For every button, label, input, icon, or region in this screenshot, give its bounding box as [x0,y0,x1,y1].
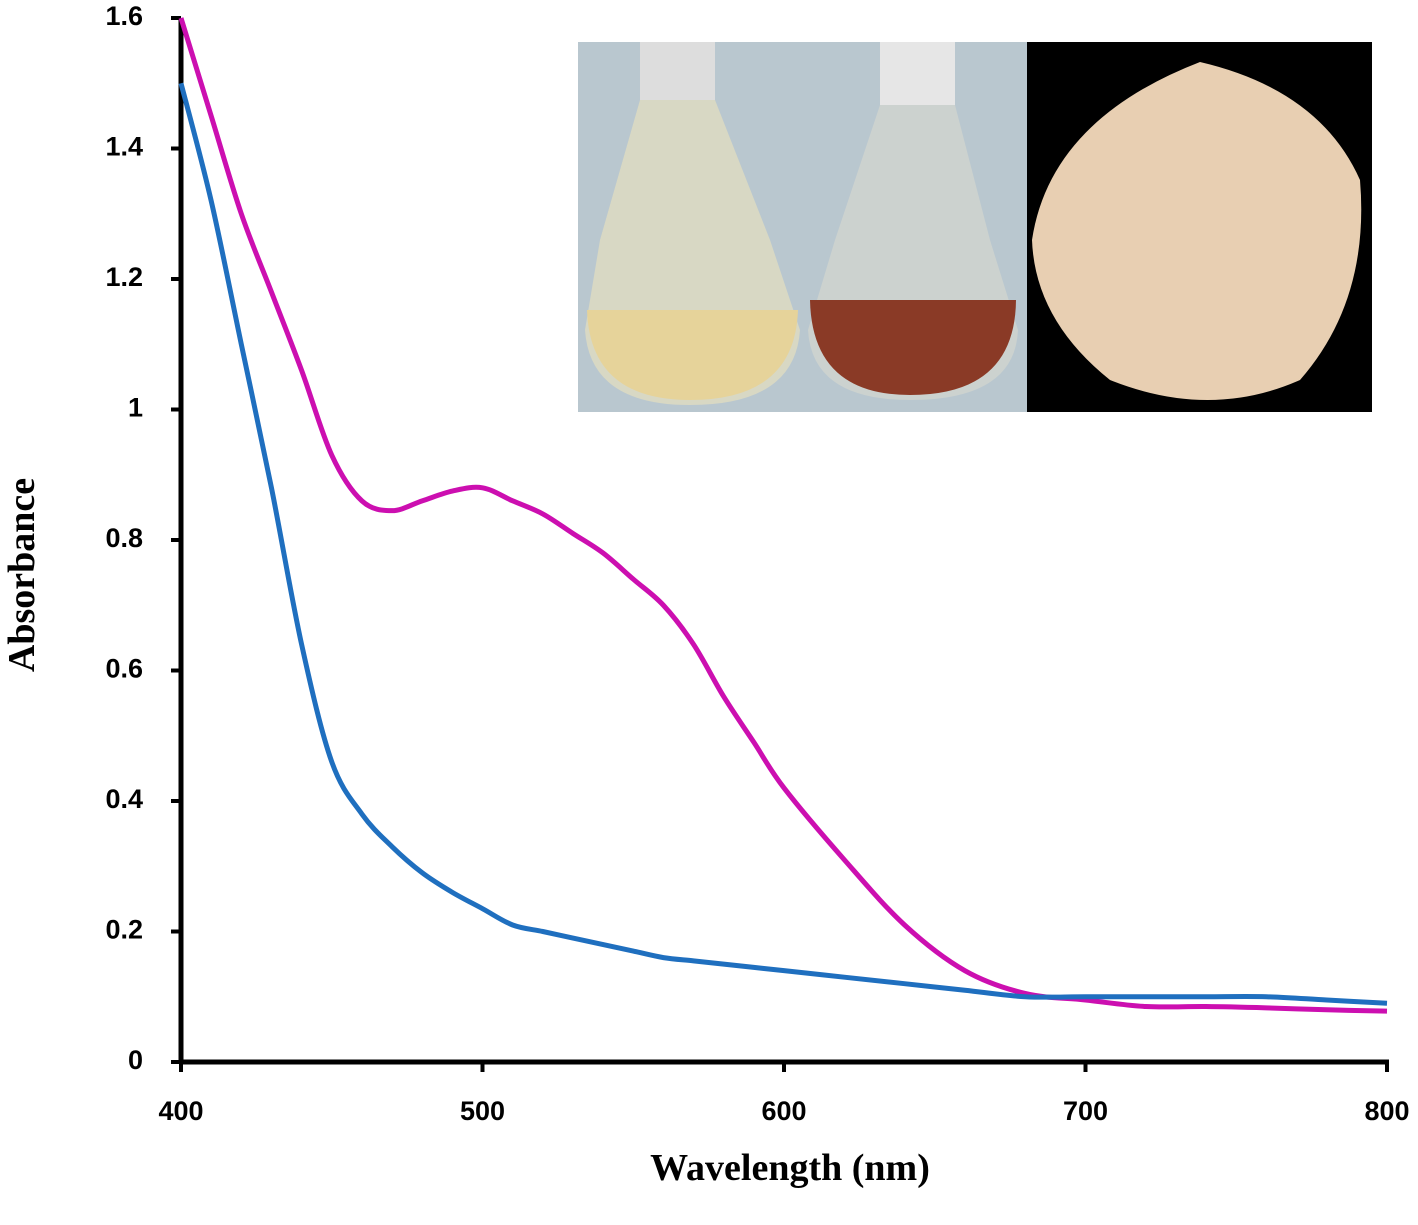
x-tick-label: 600 [761,1096,806,1126]
y-tick-label: 1.4 [105,132,143,162]
y-tick-label: 1.6 [105,1,143,31]
y-tick-label: 0.2 [105,915,143,945]
powder [1032,62,1362,400]
x-tick-label: 500 [460,1096,505,1126]
x-tick-label: 800 [1364,1096,1409,1126]
x-axis-title: Wavelength (nm) [650,1147,930,1189]
y-tick-label: 0.6 [105,654,143,684]
series-line [178,82,1388,1006]
flask-cap [880,42,955,112]
y-tick-label: 1 [128,393,143,423]
inset-photo [578,42,1372,412]
y-axis-title: Absorbance [1,478,43,672]
flask-cap [640,42,715,102]
x-tick-label: 400 [158,1096,203,1126]
x-tick-label: 700 [1063,1096,1108,1126]
y-tick-label: 1.2 [105,262,143,292]
y-tick-label: 0 [128,1045,143,1075]
y-tick-label: 0.8 [105,523,143,553]
flask-liquid [810,300,1016,395]
y-tick-label: 0.4 [105,784,143,814]
flask-liquid [587,310,798,400]
